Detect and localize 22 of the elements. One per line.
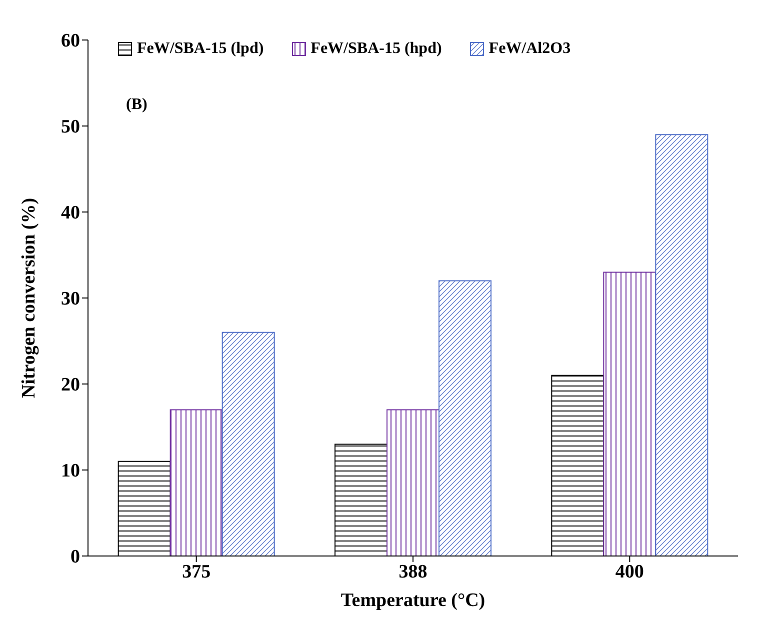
legend-label: FeW/Al2O3 [488, 40, 571, 58]
x-axis-title: Temperature (°C) [340, 590, 486, 611]
bar [438, 280, 492, 556]
y-tick-label: 60 [61, 30, 80, 52]
y-tick-label: 50 [61, 116, 80, 138]
legend-label: FeW/SBA-15 (hpd) [310, 40, 442, 58]
y-tick-label: 0 [70, 546, 80, 568]
y-axis-title: Nitrogen conversion (%) [18, 198, 40, 398]
bar [603, 272, 656, 556]
x-tick-label: 400 [615, 561, 644, 582]
legend-label: FeW/SBA-15 (lpd) [137, 40, 264, 58]
x-tick-label: 388 [398, 561, 428, 582]
bar [170, 409, 223, 556]
y-tick-label: 40 [61, 202, 80, 224]
bar [222, 332, 275, 556]
y-tick-label: 10 [61, 460, 80, 482]
bar [386, 409, 440, 556]
bar [655, 134, 708, 556]
y-tick-label: 20 [61, 374, 80, 396]
annotation: (B) [126, 96, 148, 114]
x-tick-label: 375 [182, 561, 211, 582]
y-tick-label: 30 [61, 288, 80, 310]
